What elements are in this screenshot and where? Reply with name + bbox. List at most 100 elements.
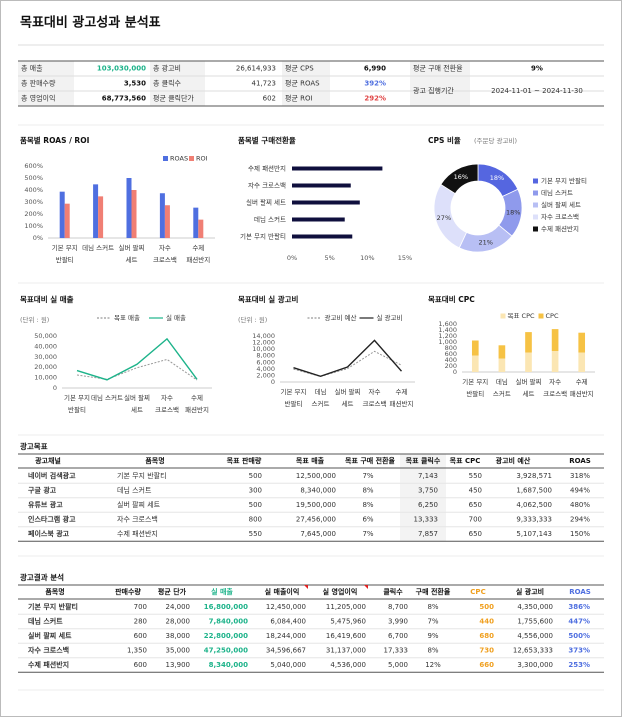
table-header: 구매 전환율 [416,587,451,596]
x-tick-label: 0% [287,254,297,262]
y-tick-label: 1,400 [438,326,457,334]
table-cell: 12,500,000 [296,472,336,480]
table-cell: 1,755,600 [517,618,553,626]
table-cell: 실버 팔찌 세트 [28,631,72,640]
table-cell: 인스타그램 광고 [28,515,76,524]
summary-label: 총 클릭수 [153,79,182,88]
x-tick-label: 수제 [396,388,408,396]
summary-value: 103,030,000 [97,65,146,73]
table-cell: 494% [570,487,590,495]
table-cell: 18,244,000 [266,632,306,640]
table-cell: 유튜브 광고 [28,500,63,509]
summary-label: 총 판매수량 [21,79,56,88]
summary-value: 6,990 [364,65,386,73]
table-header: ROAS [569,588,591,596]
summary-value: 9% [531,65,543,73]
y-tick-label: 0 [271,378,275,386]
x-tick-label: 크로스백 [363,399,387,408]
y-tick-label: 1,600 [438,320,457,328]
y-tick-label: 600 [445,350,457,358]
legend-swatch [533,226,538,232]
x-tick-label: 기본 무지 [52,243,78,252]
y-tick-label: 자수 크로스백 [248,181,286,190]
y-tick-label: 14,000 [252,332,275,340]
table-cell: 9,333,333 [516,516,552,524]
bar-segment [498,358,506,372]
label-cell [150,61,205,106]
label-cell [282,61,330,106]
table-cell: 6,700 [388,632,408,640]
table-cell: 24,000 [166,603,191,611]
bar-segment [525,332,532,353]
table-header: 목표 매출 [296,456,325,465]
chart-title: 품목별 ROAS / ROI [20,135,90,145]
bar [193,207,199,238]
x-tick-label: 자수 [161,393,173,402]
table-cell: 27,456,000 [296,516,336,524]
table-cell: 1,350 [127,647,147,655]
bar [198,219,204,238]
x-tick-label: 15% [398,254,412,262]
legend-label: 데님 스커트 [541,188,573,197]
table-cell: 19,500,000 [296,501,336,509]
bar-segment [498,345,506,359]
y-tick-label: 300% [24,198,43,206]
summary-value: 292% [364,95,386,103]
legend-swatch [533,178,538,184]
x-tick-label: 자수 [369,387,381,396]
table-cell: 3,750 [418,487,438,495]
x-tick-label: 세트 [131,405,143,414]
table-cell: 7,857 [418,530,438,538]
table-cell: 480% [570,501,590,509]
page-title: 목표대비 광고성과 분석표 [20,16,161,31]
table-cell: 3,928,571 [516,472,552,480]
legend-label: 실 광고비 [377,313,403,322]
summary-label: 평균 ROAS [285,79,320,88]
y-tick-label: 2,000 [256,371,275,379]
x-tick-label: 반팔티 [68,405,86,414]
y-tick-label: 기본 무지 반팔티 [240,232,286,241]
legend-label: 수제 패션반지 [541,224,579,233]
table-header: 광고채널 [35,456,61,465]
table-cell: 800 [249,516,262,524]
table-cell: 12,653,333 [513,647,553,655]
x-tick-label: 실버 팔찌 [335,387,361,396]
table-cell: 5,040,000 [270,661,306,669]
summary-value: 41,723 [252,80,277,88]
x-tick-label: 수제 [192,244,204,252]
bar [159,193,165,238]
slice-label: 27% [437,214,451,222]
y-tick-label: 200 [445,362,457,370]
table-cell: 38,000 [166,632,191,640]
table-cell: 16,419,600 [326,632,366,640]
x-tick-label: 기본 무지 [462,377,488,386]
table-cell: 8% [362,501,373,509]
legend-label: 광고비 예산 [325,313,357,322]
label-cell [18,61,74,106]
table-cell: 700 [469,516,482,524]
table-cell: 13,333 [414,516,439,524]
table-cell: 수제 패션반지 [117,529,158,538]
slice-label: 21% [479,239,493,247]
table-cell: 네이버 검색광고 [28,471,76,480]
table-cell: 페이스북 광고 [28,529,70,538]
bar [292,183,351,188]
y-tick-label: 0 [453,368,457,376]
table-cell: 253% [568,661,590,669]
summary-label: 평균 클릭단가 [153,94,194,103]
table-cell: 680 [479,632,494,640]
table-cell: 데님 스커트 [28,617,63,626]
table-cell: 500% [568,632,590,640]
table-cell: 5,107,143 [516,530,552,538]
table-cell: 실버 팔찌 세트 [117,500,161,509]
y-tick-label: 600% [24,162,43,170]
x-tick-label: 세트 [126,255,138,264]
table-cell: 17,333 [384,647,409,655]
table-header: 판매수량 [115,587,141,596]
table-header: 품목명 [145,456,164,465]
table-cell: 5,475,960 [330,618,366,626]
legend-label: 자수 크로스백 [541,212,579,221]
table-cell: 34,596,667 [266,647,306,655]
table-cell: 500 [249,501,262,509]
